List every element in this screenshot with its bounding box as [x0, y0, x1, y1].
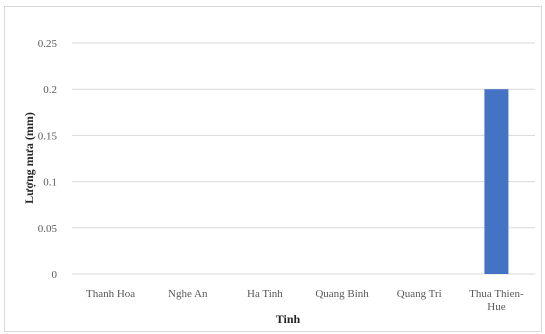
x-tick-label: Quang Binh: [315, 288, 369, 300]
y-axis-title: Lượng mưa (mm): [22, 112, 36, 204]
y-tick-label: 0.25: [38, 38, 58, 50]
y-tick-label: 0.1: [43, 177, 57, 189]
bars: [484, 89, 509, 274]
y-tick-label: 0.05: [38, 223, 58, 235]
x-axis-title: Tinh: [276, 312, 301, 326]
y-tick-label: 0.2: [43, 84, 57, 96]
x-tick-label: Thanh Hoa: [86, 288, 135, 300]
x-tick-label: Thua Thien-Hue: [469, 288, 524, 313]
bar: [484, 89, 509, 274]
y-tick-label: 0.15: [38, 130, 58, 142]
y-tick-labels: 0 0.05 0.1 0.15 0.2 0.25: [38, 38, 58, 281]
gridlines: [72, 42, 535, 275]
chart-frame: [4, 6, 542, 332]
y-tick-label: 0: [52, 269, 58, 281]
x-tick-labels: Thanh Hoa Nghe An Ha Tinh Quang Binh Quang T…: [86, 288, 524, 313]
x-tick-label: Nghe An: [168, 288, 208, 300]
x-tick-label: Quang Tri: [397, 288, 442, 300]
x-tick-label: Ha Tinh: [247, 288, 283, 300]
